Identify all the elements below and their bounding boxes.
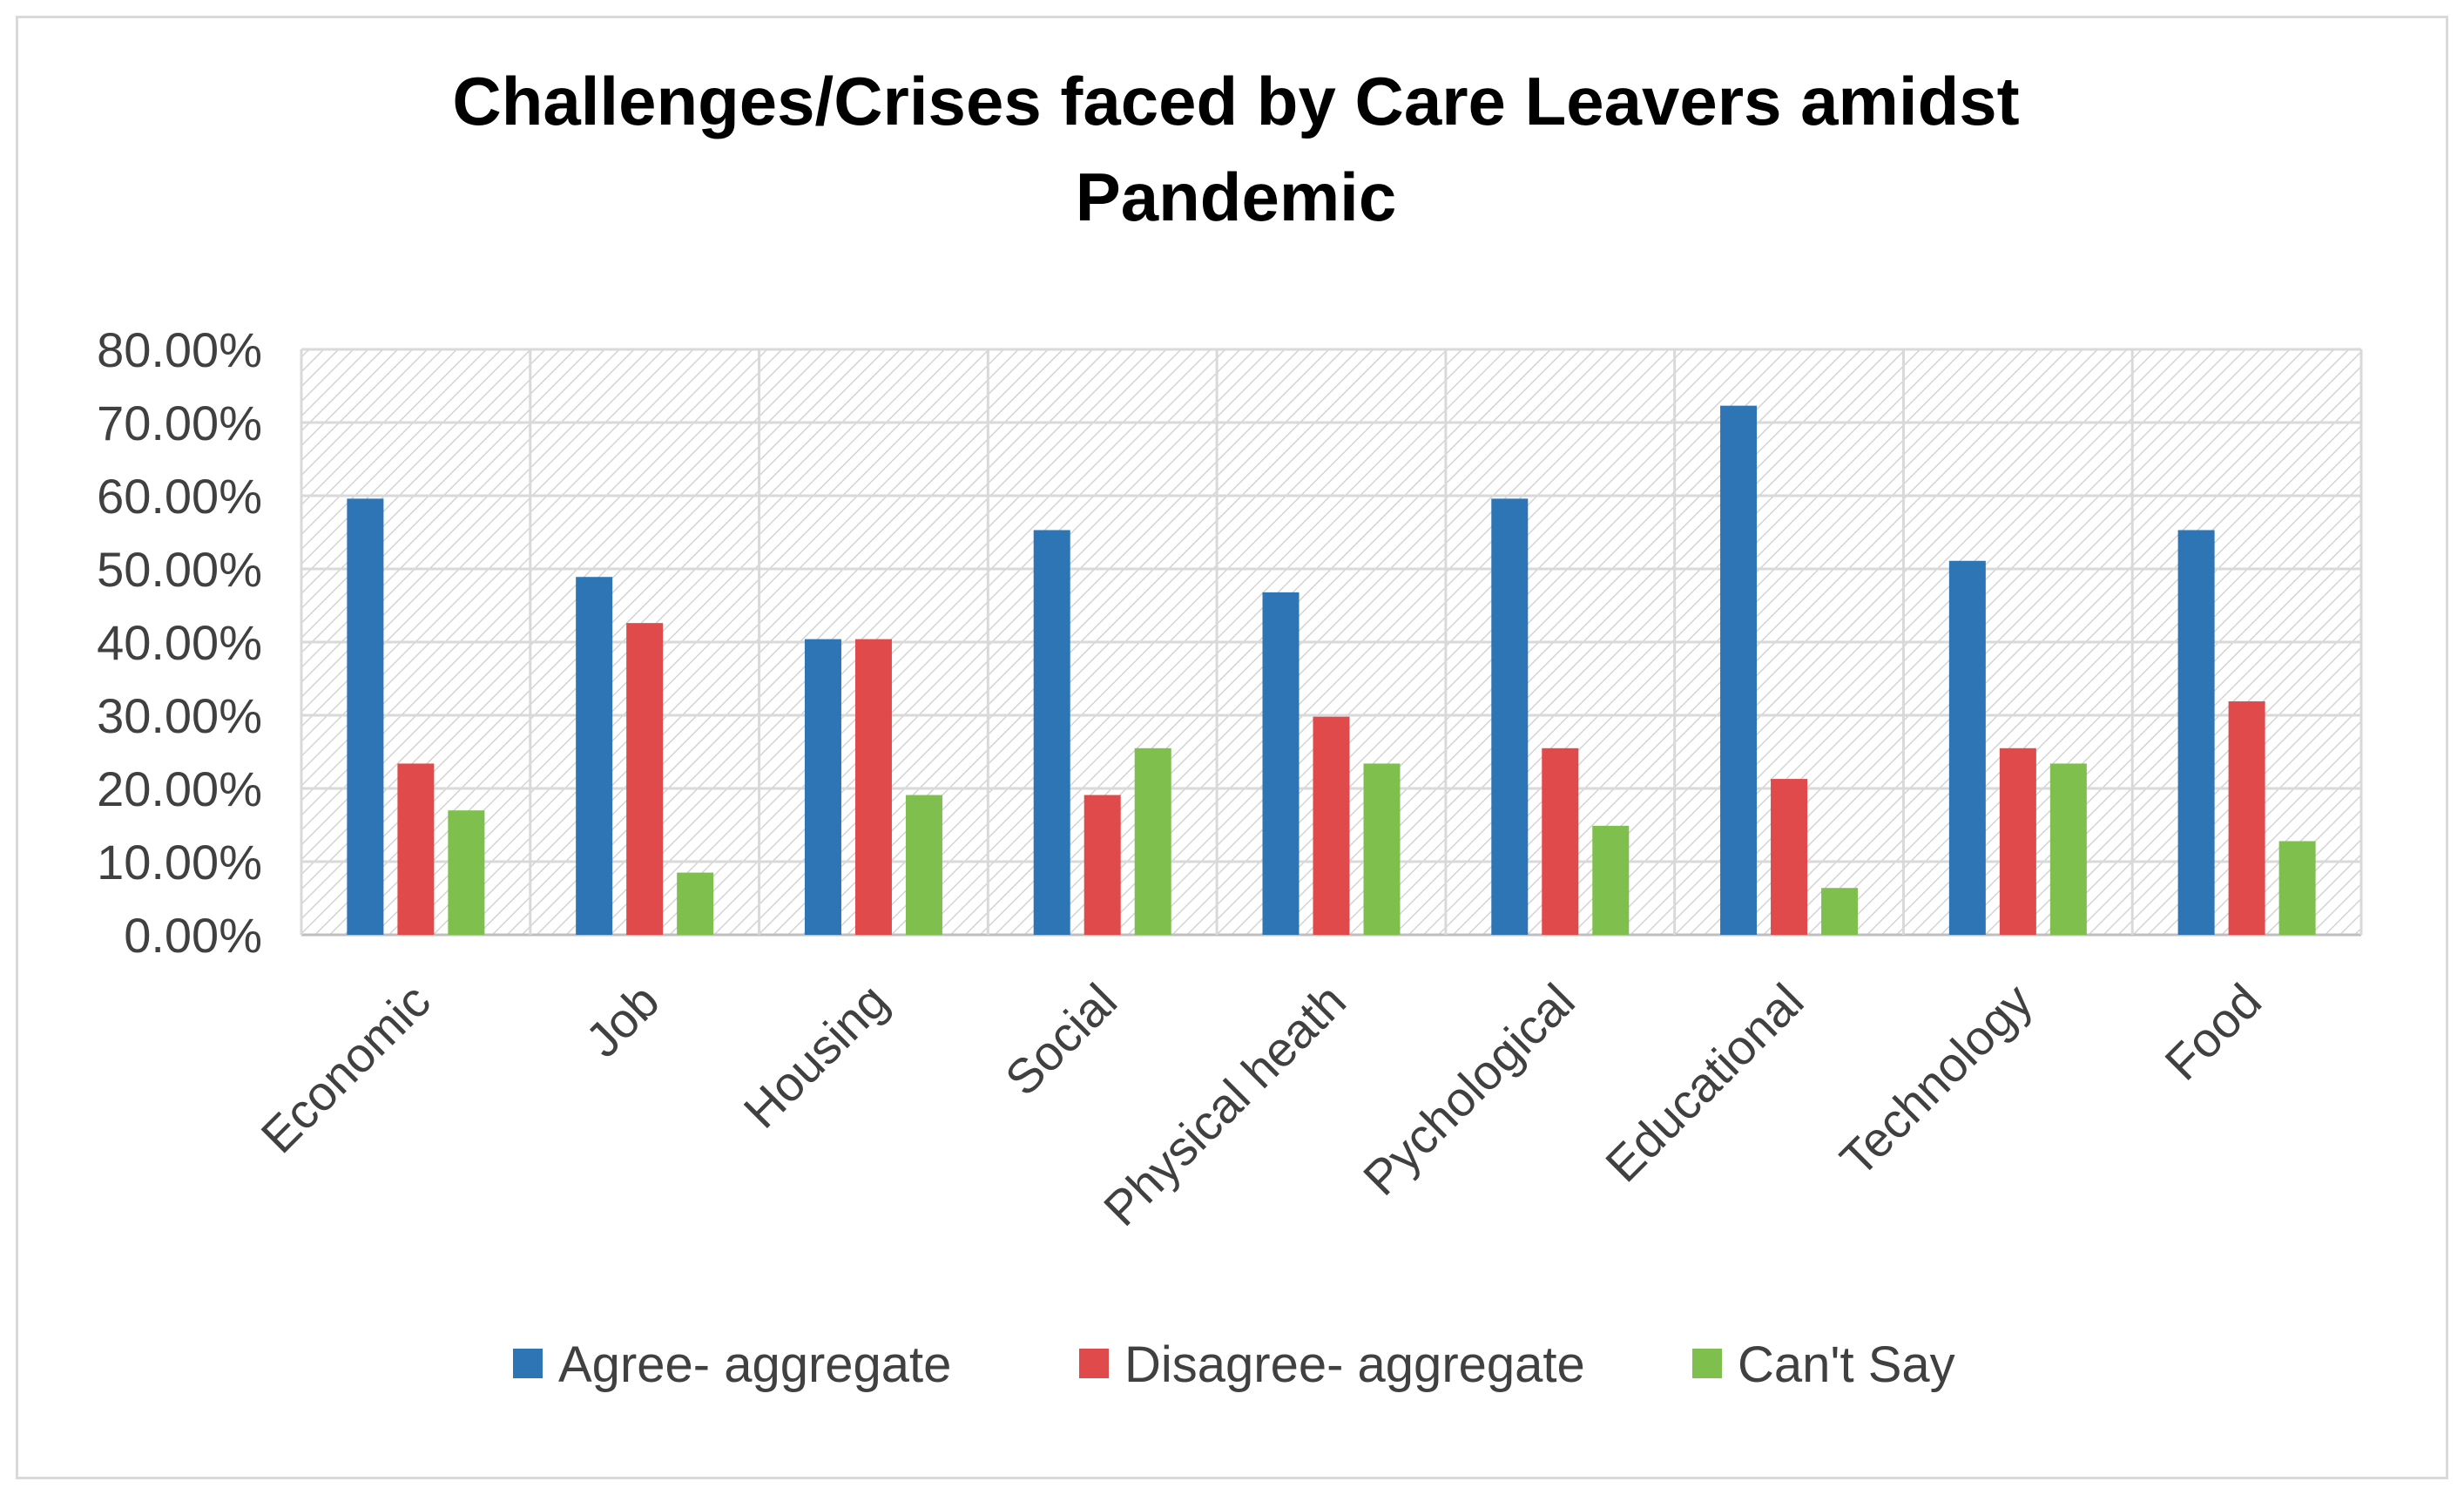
bar-2-4 [1083,795,1121,935]
bar-3-3 [905,795,942,935]
x-category-label: Social [995,973,1127,1106]
bar-1-9 [2177,530,2215,935]
x-category-label: Technology [1829,973,2042,1187]
bar-1-8 [1948,560,1986,935]
bar-1-6 [1491,498,1529,935]
legend-swatch-1 [513,1349,543,1378]
bar-1-2 [576,577,613,935]
legend-swatch-3 [1692,1349,1722,1378]
bar-1-1 [347,498,384,935]
bar-3-4 [1134,748,1171,935]
bar-2-3 [854,639,892,935]
bar-1-7 [1720,405,1758,935]
bar-1-5 [1262,592,1300,935]
bar-3-7 [1821,888,1859,935]
y-tick-label: 50.00% [97,542,262,597]
legend: Agree- aggregate Disagree- aggregate Can't… [513,1336,1955,1393]
legend-label-1: Agree- aggregate [558,1336,951,1393]
bar-3-8 [2049,763,2087,935]
chart-frame: Challenges/Crises faced by Care Leavers … [16,16,2448,1479]
bar-2-7 [1771,779,1808,935]
bar-2-5 [1313,716,1350,935]
x-category-label: Housing [733,973,899,1139]
legend-swatch-2 [1079,1349,1109,1378]
bar-3-2 [677,872,714,935]
y-tick-label: 60.00% [97,469,262,524]
bar-3-9 [2278,841,2316,935]
y-tick-label: 80.00% [97,322,262,377]
x-category-label: Physical heath [1093,973,1356,1236]
chart-svg: Challenges/Crises faced by Care Leavers … [97,63,2363,1393]
bars [347,405,2316,935]
bar-1-3 [804,639,841,935]
y-tick-label: 40.00% [97,615,262,670]
chart-title-line-1: Challenges/Crises faced by Care Leavers … [452,63,2019,139]
x-category-label: Educational [1595,973,1813,1192]
bar-3-5 [1363,763,1401,935]
y-tick-label: 20.00% [97,761,262,816]
bar-2-1 [397,763,435,935]
legend-label-2: Disagree- aggregate [1124,1336,1585,1393]
y-tick-label: 0.00% [124,908,262,963]
y-axis-ticks: 0.00% 10.00% 20.00% 30.00% 40.00% 50.00% 60.00… [97,322,262,963]
x-category-label: Job [575,973,669,1067]
chart-title-line-2: Pandemic [1076,159,1396,235]
bar-2-9 [2228,701,2265,935]
bar-2-2 [626,623,664,935]
x-category-label: Economic [250,973,440,1163]
y-tick-label: 70.00% [97,396,262,450]
bar-2-6 [1542,748,1579,935]
bar-1-4 [1033,530,1070,935]
x-category-label: Food [2154,973,2272,1091]
bar-3-6 [1592,825,1630,935]
legend-label-3: Can't Say [1738,1336,1955,1393]
bar-3-1 [448,810,485,935]
x-category-label: Pychological [1353,973,1585,1206]
y-tick-label: 30.00% [97,688,262,743]
bar-2-8 [1999,748,2036,935]
chart-title: Challenges/Crises faced by Care Leavers … [452,63,2019,235]
y-tick-label: 10.00% [97,835,262,890]
